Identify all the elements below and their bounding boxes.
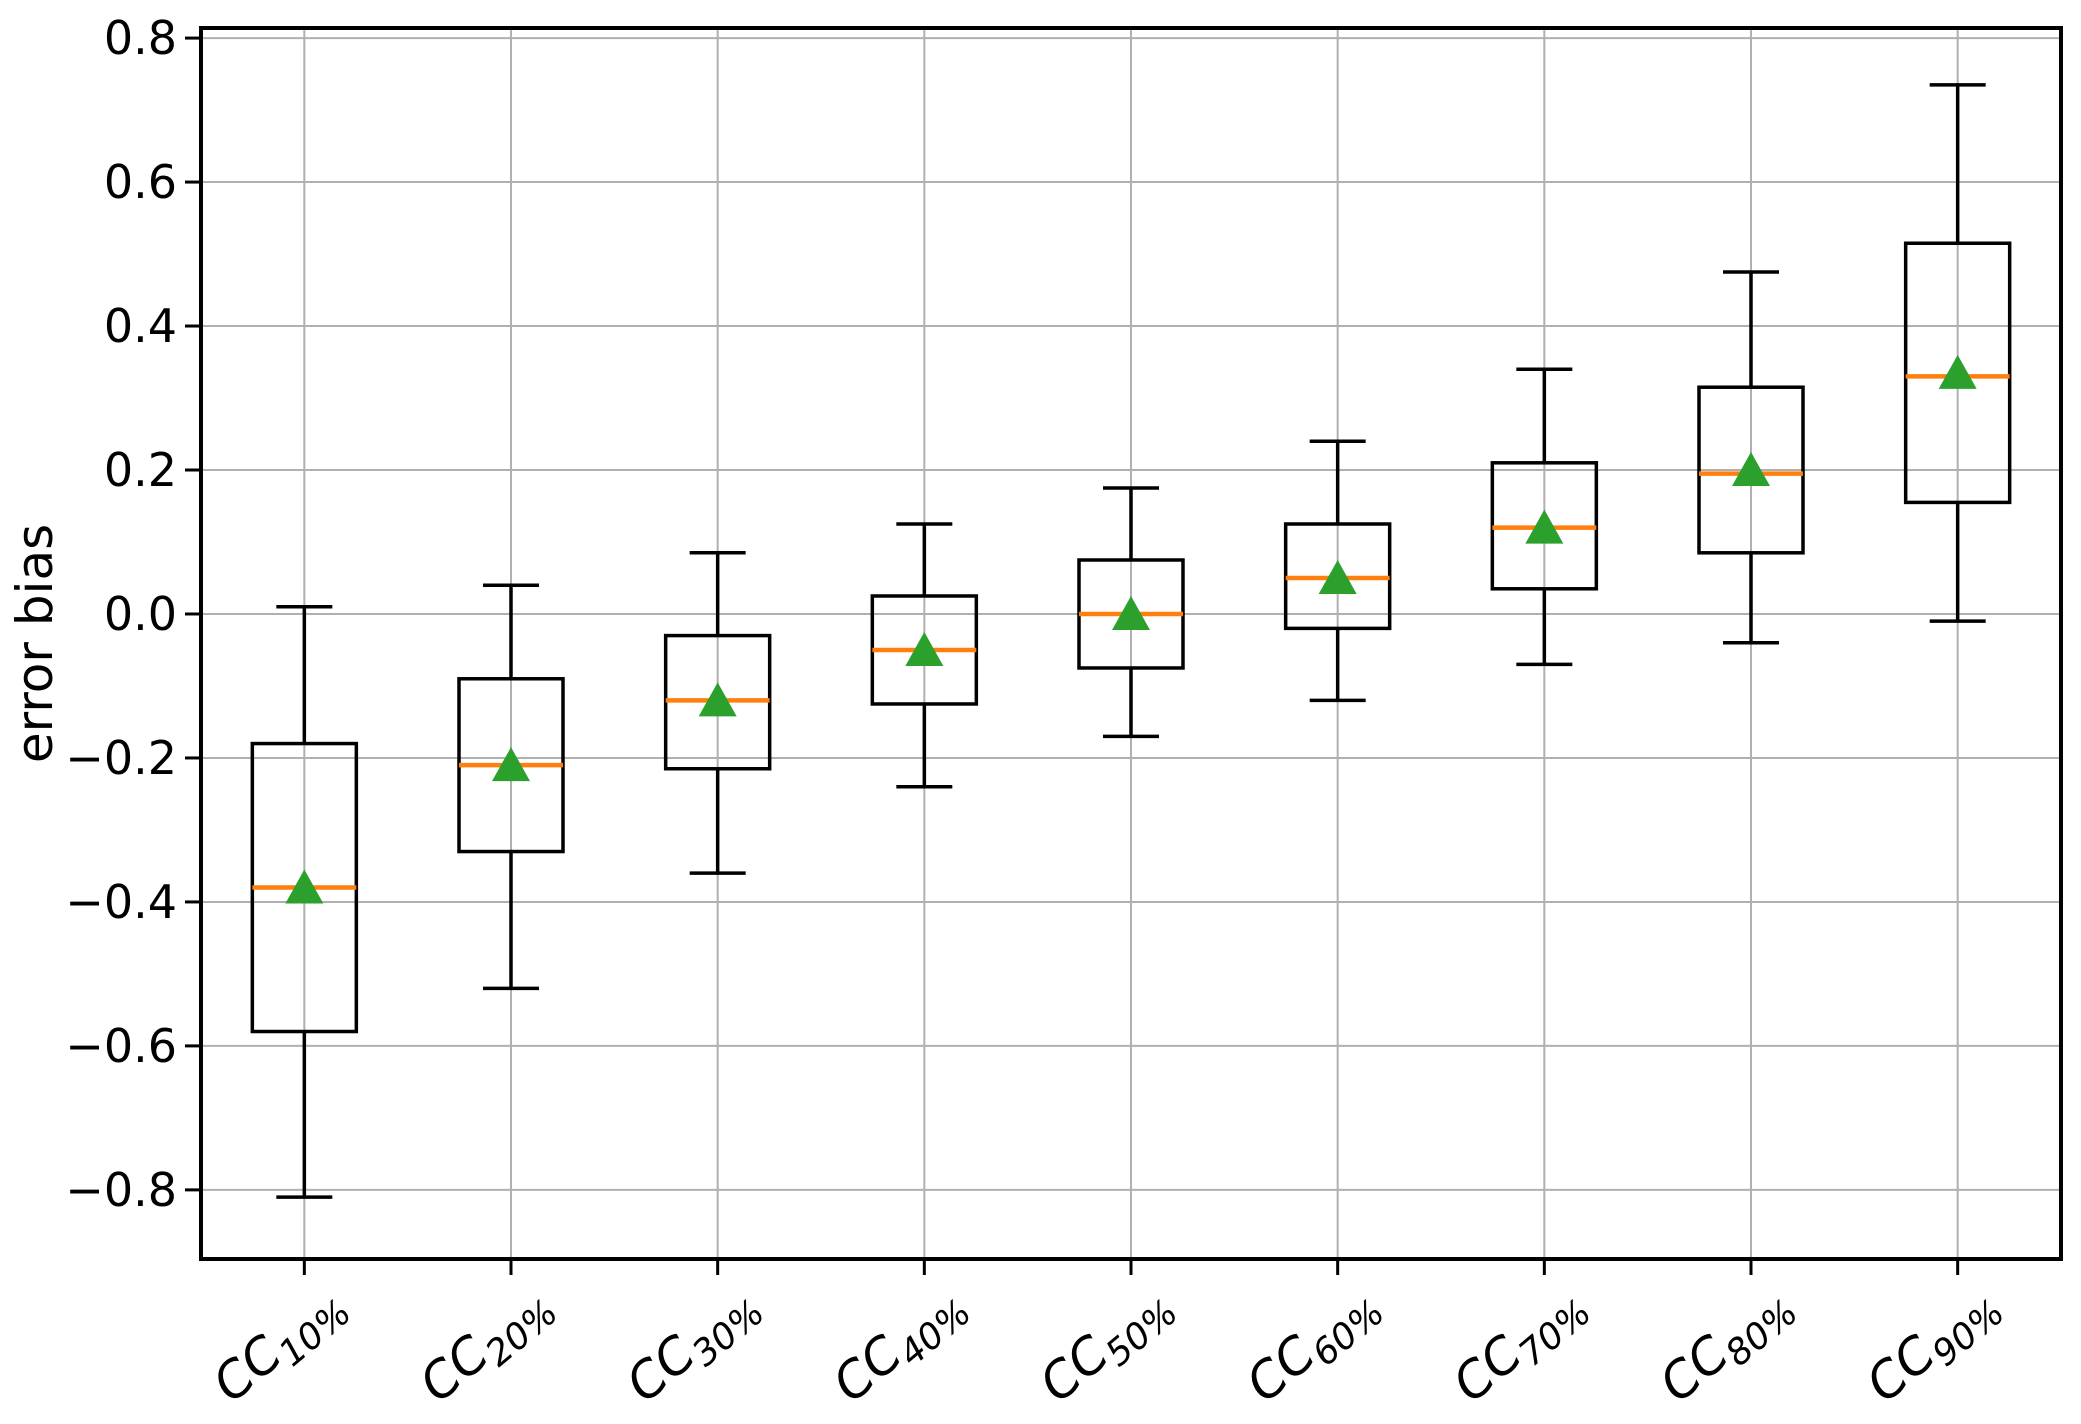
mean-marker-triangle (1732, 452, 1770, 487)
mean-marker-triangle (492, 747, 530, 782)
box-group (1490, 367, 1599, 667)
mean-marker-triangle (1938, 354, 1977, 389)
y-tick-label: 0.6 (104, 155, 177, 209)
box-group (1903, 83, 2012, 623)
mean-marker-triangle (1525, 509, 1564, 544)
box-group (870, 522, 979, 789)
iqr-box (1697, 385, 1805, 555)
y-tick-label: 0.8 (104, 11, 177, 65)
mean-marker-triangle (1112, 595, 1150, 630)
y-tick-label: 0.4 (104, 299, 177, 353)
box-group (663, 551, 772, 875)
box-group (1697, 270, 1805, 645)
mean-marker-triangle (285, 869, 324, 904)
y-tick-label: −0.6 (65, 1019, 177, 1073)
box-group (457, 583, 565, 991)
y-tick-label: −0.2 (65, 731, 177, 785)
y-tick-label: −0.4 (65, 875, 177, 929)
box-group (1077, 486, 1185, 739)
y-axis-label: error bias (6, 524, 64, 763)
iqr-box (1903, 241, 2012, 505)
y-tick-label: 0.0 (104, 587, 177, 641)
mean-marker-triangle (698, 682, 737, 717)
box-group (250, 605, 359, 1199)
y-tick-label: 0.2 (104, 443, 177, 497)
mean-marker-triangle (1318, 559, 1357, 594)
mean-marker-triangle (905, 631, 944, 666)
box-group (1283, 439, 1392, 703)
y-tick-label: −0.8 (65, 1163, 177, 1217)
